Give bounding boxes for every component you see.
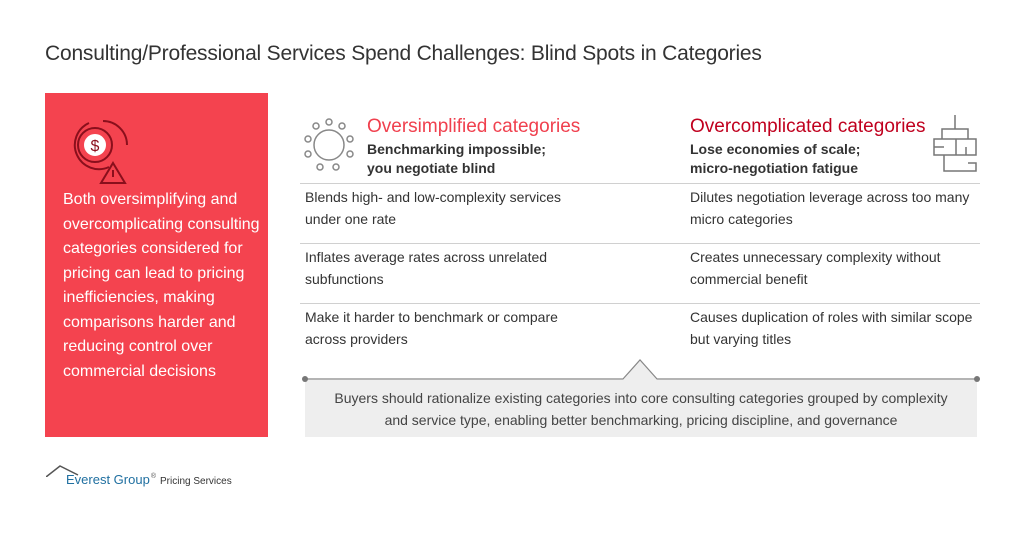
overcomplicated-row-1: Dilutes negotiation leverage across too … (690, 189, 970, 227)
brand-name: Everest Group (66, 472, 150, 487)
oversimplified-row-2: Inflates average rates across unrelated … (305, 249, 548, 287)
callout-line (302, 359, 980, 382)
oversimplified-row-3: Make it harder to benchmark or compare a… (305, 309, 558, 347)
mountain-icon (46, 465, 79, 477)
circle-dots-icon (304, 118, 354, 171)
overcomplicated-subtitle-1: Lose economies of scale; (690, 141, 861, 157)
everest-logo: Everest Group ® Pricing Services (44, 465, 244, 495)
conclusion-text: Buyers should rationalize existing categ… (334, 389, 948, 428)
divider (300, 303, 980, 304)
overcomplicated-row-2: Creates unnecessary complexity without c… (690, 249, 941, 287)
overcomplicated-title: Overcomplicated categories (690, 116, 926, 137)
dollar-gear-warning-icon: $ (73, 120, 128, 184)
service-name: Pricing Services (160, 476, 232, 487)
registered-mark: ® (150, 473, 156, 480)
oversimplified-subtitle-1: Benchmarking impossible; (367, 141, 546, 157)
summary-text: Both oversimplifying and overcomplicatin… (63, 191, 260, 380)
divider (300, 243, 980, 244)
oversimplified-title: Oversimplified categories (367, 116, 581, 137)
svg-text:$: $ (91, 138, 100, 155)
maze-flow-icon (933, 115, 977, 172)
divider (300, 183, 980, 184)
page-title: Consulting/Professional Services Spend C… (45, 42, 762, 65)
conclusion-box: Buyers should rationalize existing categ… (305, 380, 977, 437)
overcomplicated-subtitle-2: micro-negotiation fatigue (690, 160, 858, 176)
summary-panel: $ Both oversimplifying and overcomplicat… (45, 93, 268, 437)
oversimplified-subtitle-2: you negotiate blind (367, 160, 496, 176)
oversimplified-row-1: Blends high- and low-complexity services… (305, 189, 561, 227)
overcomplicated-row-3: Causes duplication of roles with similar… (690, 309, 973, 347)
